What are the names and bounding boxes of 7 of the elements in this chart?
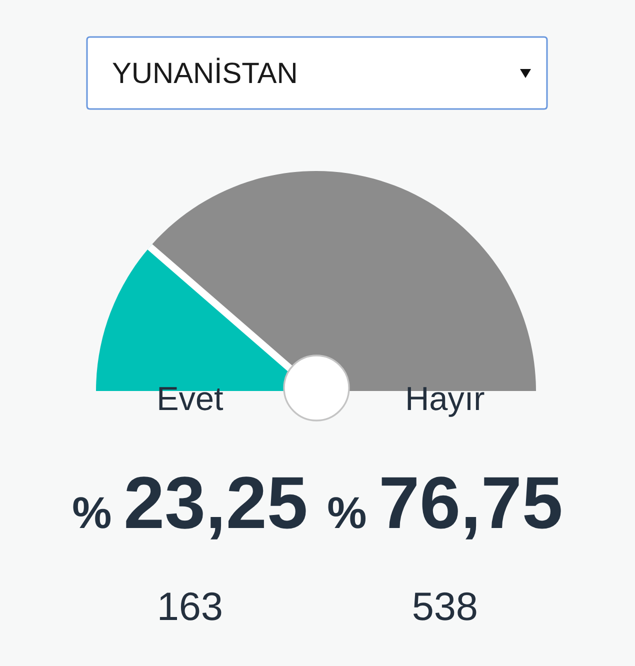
text: 538 — [413, 592, 476, 620]
data-label: % 23,25 — [73, 476, 306, 540]
data-label: % 76,75 — [328, 476, 561, 540]
slice-label: Evet — [159, 387, 224, 410]
slice-label: Hayır — [408, 387, 484, 417]
text: 163 — [160, 592, 222, 620]
chart-title: YUNANİSTAN — [112, 58, 296, 84]
